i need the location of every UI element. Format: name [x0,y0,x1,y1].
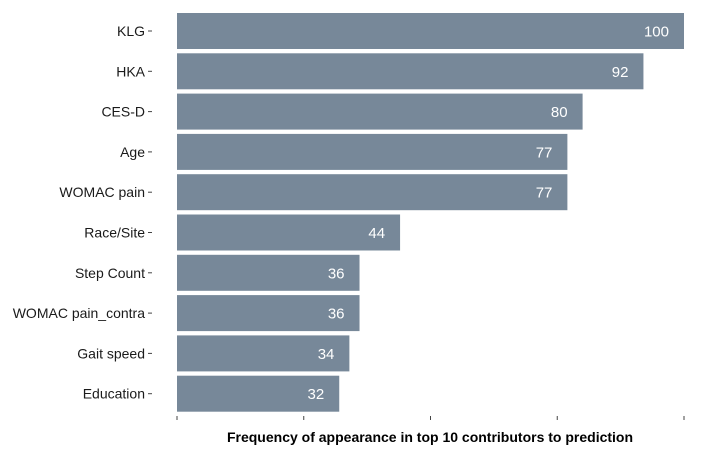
category-label: HKA [116,63,145,79]
value-label: 92 [612,64,629,81]
bar [177,53,644,90]
category-label: WOMAC pain [59,184,145,200]
category-label: Age [120,144,145,160]
bar [177,174,568,211]
x-axis-title: Frequency of appearance in top 10 contri… [227,429,633,445]
value-label: 100 [644,24,669,41]
category-label: CES-D [101,104,145,120]
value-label: 77 [536,144,553,161]
bar [177,133,568,170]
value-label: 80 [551,104,568,121]
bar [177,13,684,49]
value-label: 36 [328,306,345,323]
bar [177,335,350,372]
category-label: KLG [117,23,145,39]
category-label: Gait speed [77,345,145,361]
x-axis [176,416,685,420]
value-label: 34 [318,346,335,363]
category-label: WOMAC pain_contra [13,305,145,321]
bar [177,375,340,412]
value-label: 36 [328,265,345,282]
value-label: 32 [308,386,325,403]
category-labels-group: KLG HKA CES-D Age WOMAC pain Race/Site Step Co… [13,23,152,402]
bar [177,93,583,130]
value-labels-group: 100 92 80 77 77 44 36 36 34 32 [308,24,669,404]
bar [177,295,360,332]
value-label: 44 [368,225,385,242]
bars-group [177,13,684,412]
bar [177,254,360,291]
category-label: Step Count [75,265,145,281]
category-label: Education [83,386,145,402]
category-label: Race/Site [84,225,145,241]
value-label: 77 [536,185,553,202]
bar [177,214,401,251]
